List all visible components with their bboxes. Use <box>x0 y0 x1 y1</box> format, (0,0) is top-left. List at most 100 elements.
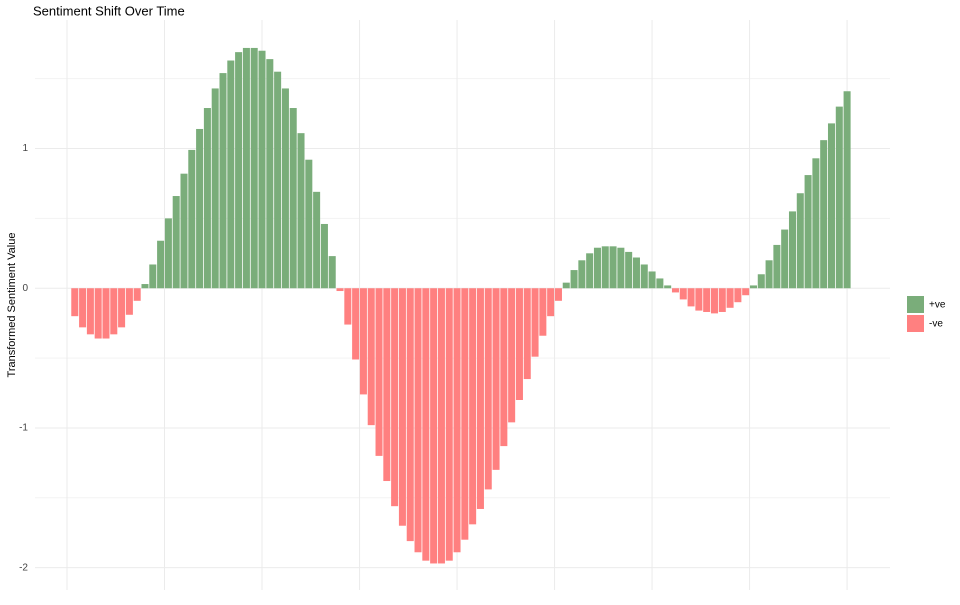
bar <box>406 288 414 542</box>
bar <box>352 288 360 360</box>
bar <box>461 288 469 540</box>
bar <box>289 108 297 289</box>
bar <box>313 191 321 289</box>
y-axis-label: Transformed Sentiment Value <box>6 233 18 378</box>
bar <box>94 288 102 339</box>
bar <box>703 288 711 312</box>
bar <box>648 271 656 289</box>
bar <box>336 288 344 292</box>
legend-label: +ve <box>929 300 946 311</box>
bar <box>671 288 679 293</box>
bar <box>211 88 219 289</box>
bar <box>149 264 157 289</box>
bar <box>172 196 180 289</box>
bar <box>664 285 672 289</box>
bar <box>242 47 250 289</box>
bar <box>578 260 586 289</box>
bar <box>726 288 734 308</box>
bar <box>617 247 625 289</box>
bar <box>367 288 375 426</box>
bar <box>188 149 196 289</box>
bar <box>547 288 555 317</box>
bar <box>835 106 843 289</box>
bar <box>812 158 820 289</box>
bar <box>640 264 648 289</box>
bar <box>359 288 367 395</box>
bar <box>484 288 492 490</box>
y-tick-label: 1 <box>22 143 28 154</box>
bar <box>781 229 789 289</box>
y-tick-label: 0 <box>22 283 28 294</box>
legend-label: -ve <box>929 319 943 330</box>
bar <box>258 50 266 289</box>
bar <box>430 288 438 564</box>
bar <box>164 218 172 289</box>
bar <box>398 288 406 526</box>
bar <box>453 288 461 553</box>
bar <box>125 288 133 315</box>
bar <box>601 246 609 289</box>
bar <box>679 288 687 300</box>
bar <box>742 288 750 296</box>
bar <box>625 251 633 289</box>
bar <box>180 173 188 289</box>
bar <box>391 288 399 507</box>
bar <box>539 288 547 336</box>
bar <box>492 288 500 470</box>
bar <box>788 211 796 289</box>
bar <box>266 59 274 289</box>
y-tick-label: -1 <box>19 423 28 434</box>
bar <box>632 257 640 289</box>
bar <box>157 240 165 289</box>
bar <box>656 278 664 289</box>
bar <box>383 288 391 482</box>
bar <box>110 288 118 335</box>
bar <box>203 108 211 289</box>
bar <box>765 260 773 289</box>
legend-swatch <box>907 315 924 332</box>
bar <box>445 288 453 561</box>
bar <box>695 288 703 311</box>
bar <box>820 140 828 289</box>
bar <box>250 47 258 289</box>
bar <box>827 123 836 289</box>
bar <box>133 288 141 301</box>
bar <box>734 288 742 303</box>
bar <box>710 288 718 314</box>
bar <box>227 60 235 289</box>
bar <box>476 288 484 509</box>
bar <box>469 288 477 525</box>
bar <box>515 288 523 400</box>
bar <box>804 175 812 289</box>
bar <box>274 71 282 289</box>
chart-title: Sentiment Shift Over Time <box>33 3 185 18</box>
bar <box>328 256 336 289</box>
bar <box>773 244 781 289</box>
bar <box>593 247 601 289</box>
bar <box>118 288 126 328</box>
bar <box>508 288 516 423</box>
bar <box>422 288 430 561</box>
bar <box>718 288 726 312</box>
bar <box>320 223 328 289</box>
bar <box>235 52 243 289</box>
bar <box>196 128 204 289</box>
bar <box>86 288 94 335</box>
bar <box>586 253 594 289</box>
bar <box>749 285 757 289</box>
bar <box>297 133 305 289</box>
bar <box>305 159 313 289</box>
bar <box>796 193 804 289</box>
bar <box>609 246 617 289</box>
legend-swatch <box>907 296 924 313</box>
bar <box>562 282 570 289</box>
bar <box>437 288 445 564</box>
bar <box>219 73 227 289</box>
bar <box>500 288 508 447</box>
bar <box>102 288 110 339</box>
bar <box>531 288 539 357</box>
bar <box>687 288 695 307</box>
bar <box>523 288 531 380</box>
bar <box>71 288 79 317</box>
